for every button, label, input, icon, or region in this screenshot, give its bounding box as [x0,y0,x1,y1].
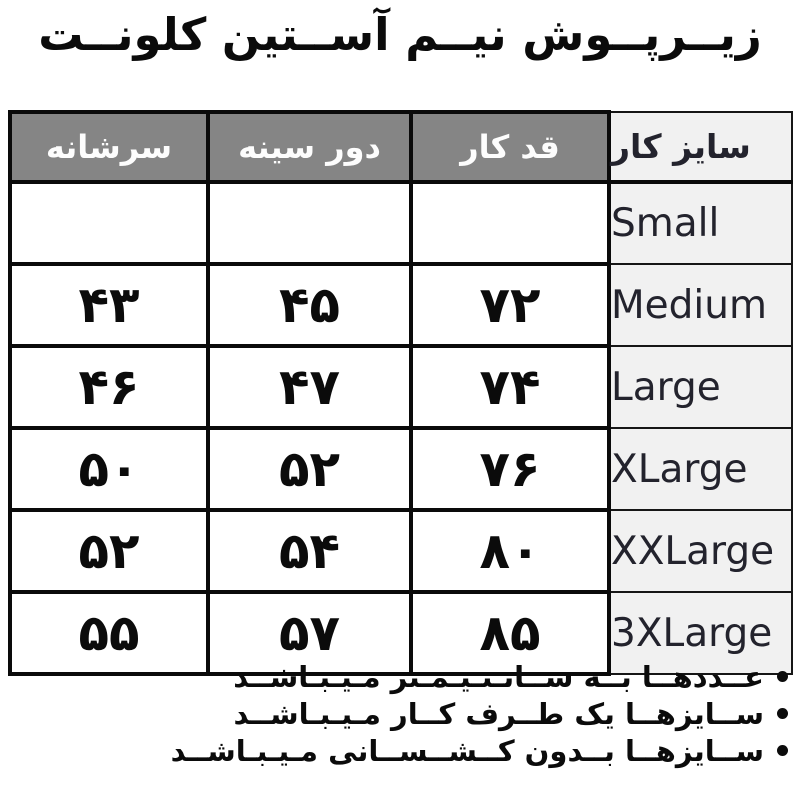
note-item: ســایزهــا یک طــرف کــار مـیـبـاشــد [171,695,788,732]
size-label: Small [608,181,793,265]
size-chart-table: سایز کار قد کار دور سینه سرشانه Small Me… [8,110,793,676]
length-value: ۷۴ [409,344,611,430]
length-value [409,180,611,266]
note-text: عــددهــا بــه ســانـتـیـمـتر مـیـبـاشــ… [233,659,764,694]
column-header-size: سایز کار [608,111,793,184]
column-header-shoulder: سرشانه [8,110,210,184]
length-value: ۷۶ [409,426,611,512]
length-value: ۸۵ [409,590,611,676]
table-row: Medium ۷۲ ۴۵ ۴۳ [8,262,793,348]
note-item: عــددهــا بــه ســانـتـیـمـتر مـیـبـاشــ… [171,658,788,695]
bullet-icon [777,671,788,682]
note-text: ســایزهــا بــدون کــشــســانی مـیـبـاشـ… [170,733,764,768]
column-header-length: قد کار [409,110,611,184]
size-label: Large [608,345,793,429]
shoulder-value: ۴۳ [8,262,210,348]
shoulder-value: ۵۵ [8,590,210,676]
table-header-row: سایز کار قد کار دور سینه سرشانه [8,110,793,184]
chest-value: ۵۷ [206,590,413,676]
bullet-icon [777,708,788,719]
note-item: ســایزهــا بــدون کــشــســانی مـیـبـاشـ… [171,732,788,769]
chest-value [206,180,413,266]
table-row: XLarge ۷۶ ۵۲ ۵۰ [8,426,793,512]
size-label: 3XLarge [608,591,793,675]
chest-value: ۵۲ [206,426,413,512]
table-row: Large ۷۴ ۴۷ ۴۶ [8,344,793,430]
chest-value: ۴۷ [206,344,413,430]
size-label: XLarge [608,427,793,511]
shoulder-value [8,180,210,266]
length-value: ۷۲ [409,262,611,348]
page-title: زیــرپــوش نیــم آســتین کلونــت [38,8,762,61]
length-value: ۸۰ [409,508,611,594]
column-header-chest: دور سینه [206,110,413,184]
table-row: Small [8,180,793,266]
shoulder-value: ۴۶ [8,344,210,430]
chest-value: ۴۵ [206,262,413,348]
size-label: Medium [608,263,793,347]
table-row: 3XLarge ۸۵ ۵۷ ۵۵ [8,590,793,676]
shoulder-value: ۵۰ [8,426,210,512]
note-text: ســایزهــا یک طــرف کــار مـیـبـاشــد [233,696,764,731]
bullet-icon [777,745,788,756]
chest-value: ۵۴ [206,508,413,594]
shoulder-value: ۵۲ [8,508,210,594]
footnotes-list: عــددهــا بــه ســانـتـیـمـتر مـیـبـاشــ… [171,658,788,769]
table-row: XXLarge ۸۰ ۵۴ ۵۲ [8,508,793,594]
size-label: XXLarge [608,509,793,593]
